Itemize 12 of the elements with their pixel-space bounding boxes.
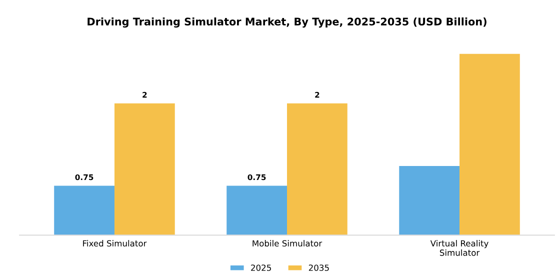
bar xyxy=(399,166,460,236)
bar xyxy=(114,103,175,236)
bar xyxy=(287,103,348,236)
x-tick-label: Fixed Simulator xyxy=(83,240,147,247)
x-tick-label: Virtual Reality Simulator xyxy=(430,240,488,256)
chart-title: Driving Training Simulator Market, By Type, 2025-2035 (USD Billion) xyxy=(88,17,486,28)
legend-label: 2025 xyxy=(251,264,271,271)
legend-label: 2035 xyxy=(308,264,329,271)
x-tick-label: Mobile Simulator xyxy=(252,240,322,247)
bar xyxy=(226,186,287,236)
bar xyxy=(460,54,520,236)
bar xyxy=(54,186,114,236)
